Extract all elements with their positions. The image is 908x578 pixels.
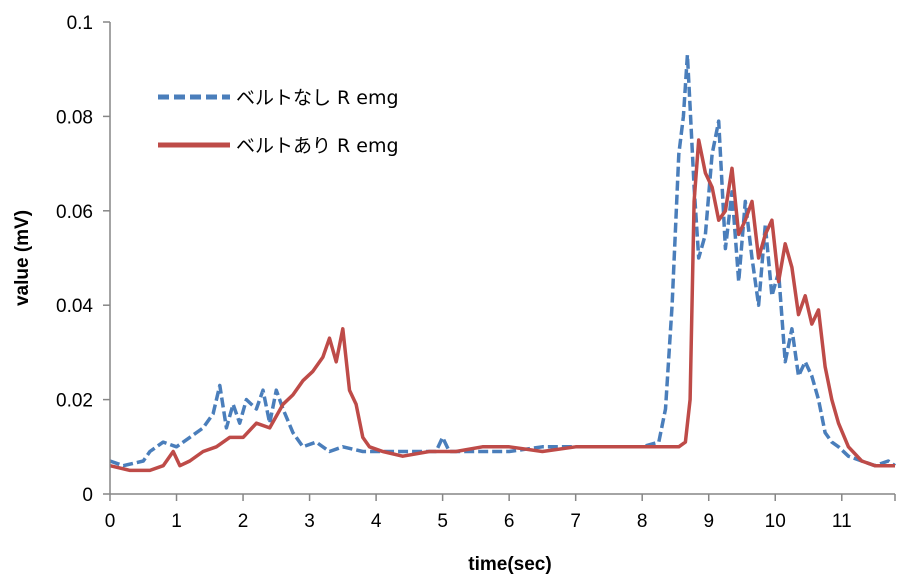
ticks-layer: 0 1 2 3 4 5 6 7 8 9 10 11 0 0.02 0.04 0.06 0.08 0.1 (56, 13, 896, 532)
axes-layer (109, 22, 895, 495)
y-tick-label: 0.08 (56, 107, 93, 128)
y-tick-label: 0.04 (56, 296, 93, 317)
y-tick-label: 0.02 (56, 391, 93, 412)
x-tick-label: 0 (105, 511, 116, 532)
x-tick-label: 2 (238, 511, 249, 532)
x-tick-label: 4 (371, 511, 382, 532)
x-tick-label: 8 (637, 511, 648, 532)
x-axis-title: time(sec) (468, 554, 551, 575)
y-axis-title: value (mV) (12, 210, 33, 306)
legend: ベルトなし R emg ベルトあり R emg (158, 87, 399, 157)
x-tick-label: 3 (304, 511, 315, 532)
y-tick-label: 0.1 (67, 13, 93, 34)
legend-label-1: ベルトなし R emg (236, 87, 399, 109)
y-tick-label: 0.06 (56, 202, 93, 223)
series-line-1 (109, 53, 897, 468)
x-tick-label: 6 (504, 511, 515, 532)
legend-label-2: ベルトあり R emg (236, 135, 399, 157)
y-tick-label: 0 (82, 485, 93, 506)
x-tick-label: 5 (437, 511, 448, 532)
series-line-2 (109, 138, 895, 473)
x-tick-label: 10 (765, 511, 786, 532)
x-tick-label: 7 (570, 511, 581, 532)
x-tick-label: 9 (703, 511, 714, 532)
x-tick-label: 1 (171, 511, 182, 532)
x-tick-label: 11 (832, 511, 852, 532)
series-layer (109, 53, 897, 473)
